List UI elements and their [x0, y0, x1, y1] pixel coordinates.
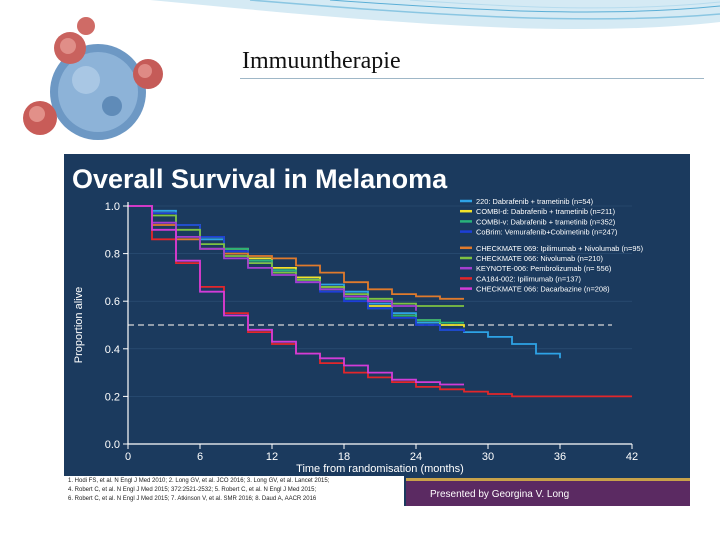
- footnote-line: 1. Hodi FS, et al. N Engl J Med 2010; 2.…: [68, 478, 330, 484]
- chart-title: Overall Survival in Melanoma: [72, 164, 448, 194]
- y-tick-label: 0.6: [105, 296, 120, 308]
- x-tick-label: 42: [626, 451, 638, 463]
- x-tick-label: 0: [125, 451, 131, 463]
- legend-entry: COMBI-v: Dabrafenib + trametinib (n=352): [476, 217, 615, 226]
- series-lines: [128, 205, 632, 398]
- y-axis-label: Proportion alive: [73, 287, 85, 363]
- x-tick-label: 30: [482, 451, 494, 463]
- legend-entry: CHECKMATE 066: Nivolumab (n=210): [476, 254, 603, 263]
- series-line-6: [128, 205, 464, 307]
- slide-title: Immuuntherapie: [242, 48, 401, 74]
- series-line-5: [128, 205, 464, 300]
- y-tick-label: 0.0: [105, 439, 120, 451]
- x-tick-label: 18: [338, 451, 350, 463]
- x-tick-label: 6: [197, 451, 203, 463]
- survival-chart-panel: Overall Survival in Melanoma Proportion …: [64, 154, 690, 506]
- footnotes: 1. Hodi FS, et al. N Engl J Med 2010; 2.…: [64, 476, 404, 506]
- x-tick-label: 24: [410, 451, 422, 463]
- y-tick-label: 0.4: [105, 344, 120, 356]
- y-tick-label: 0.2: [105, 391, 120, 403]
- legend-entry: CA184-002: Ipilimumab (n=137): [476, 274, 581, 283]
- legend-entry: CHECKMATE 066: Dacarbazine (n=208): [476, 285, 610, 294]
- legend-entry: COMBI-d: Dabrafenib + trametinib (n=211): [476, 207, 615, 216]
- x-tick-label: 12: [266, 451, 278, 463]
- title-rule: [240, 78, 704, 79]
- series-line-9: [128, 205, 464, 386]
- y-tick-label: 0.8: [105, 249, 120, 261]
- header-swoosh-decoration: [150, 0, 720, 30]
- legend-entry: CHECKMATE 069: Ipilimumab + Nivolumab (n…: [476, 244, 643, 253]
- presenter-text: Presented by Georgina V. Long: [430, 489, 570, 500]
- x-axis-label: Time from randomisation (months): [296, 463, 464, 475]
- x-tick-label: 36: [554, 451, 566, 463]
- presenter-banner: Presented by Georgina V. Long: [406, 478, 690, 506]
- footnote-line: 6. Robert C, et al. N Engl J Med 2015; 7…: [68, 496, 317, 502]
- immune-cell-illustration: [8, 14, 180, 150]
- chart-axes: 0.0 0.2 0.4 0.6 0.8 1.0 0 6 12 18 24 30 36 42: [105, 201, 638, 463]
- footnote-line: 4. Robert C, et al. N Engl J Med 2015; 3…: [68, 487, 317, 493]
- series-line-8: [128, 205, 632, 398]
- legend-entry: CoBrim: Vemurafenib+Cobimetinib (n=247): [476, 228, 617, 237]
- overall-survival-chart: Overall Survival in Melanoma Proportion …: [72, 164, 643, 475]
- y-tick-label: 1.0: [105, 201, 120, 213]
- legend-entry: 220: Dabrafenib + trametinib (n=54): [476, 197, 593, 206]
- chart-legend: 220: Dabrafenib + trametinib (n=54)COMBI…: [460, 197, 643, 294]
- legend-entry: KEYNOTE-006: Pembrolizumab (n= 556): [476, 264, 611, 273]
